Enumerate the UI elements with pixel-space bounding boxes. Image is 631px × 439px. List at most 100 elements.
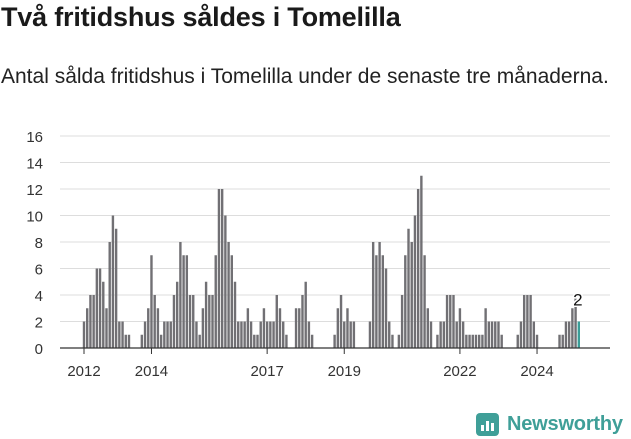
bar <box>567 321 571 348</box>
bar <box>343 321 346 348</box>
bar <box>571 308 574 348</box>
bar <box>577 321 580 348</box>
chart-title: Två fritidshus såldes i Tomelilla <box>1 2 401 32</box>
bar <box>127 334 131 348</box>
x-tick-label: 2019 <box>328 363 361 380</box>
bar <box>150 255 153 348</box>
newsworthy-logo-icon <box>476 412 499 436</box>
bar <box>272 321 275 348</box>
bar <box>179 242 182 348</box>
bar <box>285 334 288 348</box>
bar <box>400 295 404 348</box>
bar <box>375 255 378 348</box>
bar <box>384 268 388 348</box>
y-tick-label: 16 <box>26 129 43 146</box>
bar <box>439 321 442 348</box>
x-tick-label: 2014 <box>135 363 168 380</box>
bar <box>471 334 474 348</box>
newsworthy-brand[interactable]: Newsworthy <box>476 409 623 439</box>
bar <box>490 321 494 348</box>
bar <box>227 242 230 348</box>
bar <box>253 334 256 348</box>
bar <box>449 295 452 348</box>
bar <box>500 334 503 348</box>
bar <box>339 295 343 348</box>
bar <box>474 334 478 348</box>
bar <box>455 321 458 348</box>
bar <box>452 295 455 348</box>
bar <box>333 334 336 348</box>
bar <box>262 308 266 348</box>
bar <box>426 308 429 348</box>
bar <box>269 321 272 348</box>
bar <box>159 334 163 348</box>
bar <box>153 295 156 348</box>
bar <box>185 255 189 348</box>
bar <box>371 242 375 348</box>
bar <box>407 228 410 348</box>
bar <box>82 321 86 348</box>
bar <box>416 189 420 348</box>
bar <box>86 308 89 348</box>
bar <box>282 321 285 348</box>
y-tick-label: 4 <box>35 288 43 305</box>
bar <box>220 189 224 348</box>
bar <box>391 334 394 348</box>
bar <box>368 321 372 348</box>
bar <box>532 321 536 348</box>
bar <box>436 334 439 348</box>
bar <box>111 215 115 348</box>
bar <box>497 321 500 348</box>
bar <box>175 281 179 348</box>
bar <box>118 321 121 348</box>
annotations: 2 <box>572 289 584 311</box>
bar <box>166 321 169 348</box>
bar <box>423 255 426 348</box>
bar <box>265 321 269 348</box>
bar <box>256 334 259 348</box>
bar <box>519 321 523 348</box>
bars <box>82 175 580 348</box>
bar <box>95 268 99 348</box>
bar <box>445 295 449 348</box>
bar <box>529 295 532 348</box>
bar <box>465 334 468 348</box>
bar <box>307 321 311 348</box>
bar <box>535 334 539 348</box>
bar <box>478 334 481 348</box>
bar <box>246 308 250 348</box>
bar <box>278 308 282 348</box>
bar <box>461 321 465 348</box>
bar <box>105 308 108 348</box>
bar <box>198 334 201 348</box>
bar <box>98 268 102 348</box>
bar <box>233 281 237 348</box>
bar <box>124 334 127 348</box>
bar <box>204 281 208 348</box>
y-axis-labels: 0 2 4 6 8 10 12 14 16 <box>26 129 43 358</box>
bar <box>298 308 301 348</box>
bar <box>564 321 568 348</box>
x-tick-label: 2012 <box>67 363 100 380</box>
x-tick-label: 2017 <box>250 363 283 380</box>
bar <box>217 189 221 348</box>
bar <box>172 295 176 348</box>
bar <box>522 295 526 348</box>
last-value-label: 2 <box>573 291 582 310</box>
bar <box>208 295 211 348</box>
bar <box>516 334 519 348</box>
bar <box>169 321 172 348</box>
bar <box>301 295 304 348</box>
bar <box>442 321 446 348</box>
bar <box>487 321 491 348</box>
bar <box>526 295 529 348</box>
bar <box>420 175 423 348</box>
bar <box>102 281 105 348</box>
bar <box>468 334 471 348</box>
bar <box>214 255 217 348</box>
bar <box>92 295 95 348</box>
y-tick-label: 8 <box>35 235 43 252</box>
bar <box>108 242 111 348</box>
bar <box>410 242 413 348</box>
